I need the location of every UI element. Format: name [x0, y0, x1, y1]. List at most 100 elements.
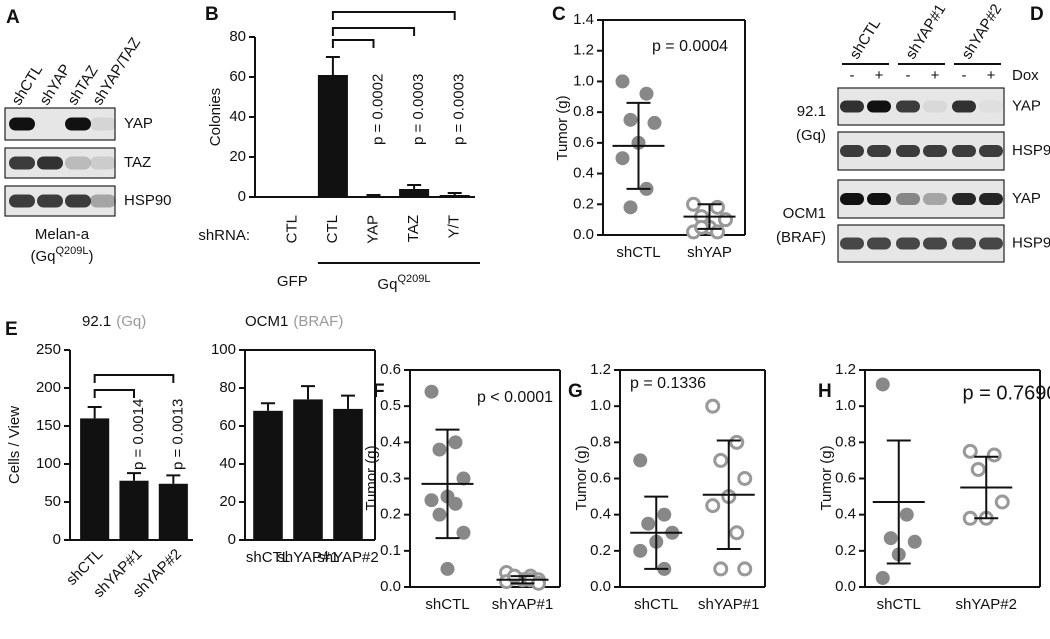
row-label: HSP90	[1012, 234, 1050, 251]
p-value: p = 0.0003	[451, 74, 468, 145]
band	[867, 237, 891, 250]
band	[840, 193, 864, 205]
error-bar	[261, 402, 275, 411]
chart-title: OCM1 (BRAF)	[245, 313, 343, 330]
row-label: TAZ	[124, 154, 151, 171]
panel-letter: C	[552, 4, 566, 25]
bracket	[331, 11, 456, 20]
y-tick-label: 40	[229, 108, 246, 125]
row-label: HSP90	[124, 192, 172, 209]
data-point	[456, 471, 471, 486]
y-tick-label: 0.5	[380, 397, 401, 414]
y-tick-label: 200	[36, 379, 61, 396]
y-tick-label: 20	[229, 148, 246, 165]
cell-line: OCM1	[783, 205, 826, 222]
band	[9, 194, 35, 208]
error-bar	[626, 101, 651, 190]
band	[840, 100, 864, 113]
y-tick-label: 0.6	[380, 361, 401, 378]
x-tick-label: TAZ	[405, 215, 422, 242]
error-bar	[447, 192, 462, 195]
x-tick-label: Y/T	[446, 215, 463, 238]
y-tick-label: 1.2	[590, 361, 611, 378]
dox-plus: +	[987, 67, 996, 84]
p-value: p = 0.0004	[652, 38, 728, 55]
cell-line: Melan-a	[35, 226, 90, 243]
y-axis-label: Colonies	[207, 88, 224, 146]
p-value: p < 0.0001	[477, 389, 553, 406]
data-point	[962, 443, 978, 459]
data-point	[647, 115, 662, 130]
band	[896, 237, 920, 250]
data-point	[440, 561, 455, 576]
y-tick-label: 60	[229, 68, 246, 85]
data-point	[448, 435, 463, 450]
panel-letter: F	[373, 381, 385, 402]
error-bar	[974, 455, 999, 520]
y-axis-label: Tumor (g)	[818, 445, 835, 510]
band	[37, 194, 63, 208]
error-bar	[127, 472, 141, 481]
y-tick-label: 0.2	[380, 506, 401, 523]
data-point	[875, 570, 890, 585]
band	[923, 237, 947, 250]
title-main: OCM1	[245, 313, 288, 330]
x-tick-label: shCTL	[877, 596, 921, 613]
dox-minus: -	[906, 67, 911, 84]
error-bar	[325, 56, 340, 75]
data-point	[694, 219, 709, 235]
data-point	[424, 493, 439, 508]
y-tick-label: 0.8	[573, 103, 594, 120]
band	[65, 117, 91, 131]
band	[979, 145, 1003, 157]
band	[952, 237, 976, 250]
error-bar	[697, 203, 722, 230]
bar	[119, 480, 149, 540]
row-label: HSP90	[1012, 142, 1050, 159]
dox-label: Dox	[1012, 67, 1039, 84]
data-point	[883, 531, 898, 546]
y-axis-label: Cells / View	[6, 406, 23, 484]
p-value: p = 0.0003	[410, 74, 427, 145]
band	[867, 193, 891, 205]
row-label: shRNA:	[198, 227, 250, 244]
data-point	[729, 434, 745, 450]
title-note: (BRAF)	[293, 313, 343, 330]
error-bar	[886, 439, 911, 565]
data-point	[633, 543, 648, 558]
band	[9, 117, 35, 131]
data-point	[729, 525, 745, 541]
group-label: shYAP#2	[958, 1, 1005, 62]
p-value: p = 0.1336	[630, 375, 706, 392]
y-tick-label: 0.8	[590, 433, 611, 450]
panel-letter: E	[5, 319, 18, 340]
y-tick-label: 150	[36, 417, 61, 434]
y-tick-label: 0.0	[573, 226, 594, 243]
panel-letter: B	[205, 4, 219, 25]
error-bar	[87, 406, 102, 419]
bar	[439, 195, 470, 197]
band	[90, 194, 116, 208]
data-point	[710, 224, 725, 240]
y-tick-label: 1.2	[573, 42, 594, 59]
y-tick-label: 1.2	[835, 361, 856, 378]
band	[952, 100, 976, 113]
x-tick-label: shCTL	[246, 549, 290, 566]
y-axis-label: Tumor (g)	[573, 445, 590, 510]
data-point	[657, 507, 672, 522]
band	[90, 156, 116, 170]
x-tick-label: shYAP#1	[277, 549, 338, 566]
data-point	[639, 86, 654, 101]
x-tick-label: shYAP#2	[956, 596, 1017, 613]
dox-minus: -	[962, 67, 967, 84]
y-tick-label: 80	[229, 28, 246, 45]
band	[65, 156, 91, 170]
band	[9, 156, 35, 170]
chart-title: 92.1 (Gq)	[82, 313, 146, 330]
dox-minus: -	[850, 67, 855, 84]
y-tick-label: 1.0	[573, 72, 594, 89]
bar	[293, 399, 323, 540]
x-tick-label: shCTL	[616, 244, 660, 261]
data-point	[713, 561, 729, 577]
